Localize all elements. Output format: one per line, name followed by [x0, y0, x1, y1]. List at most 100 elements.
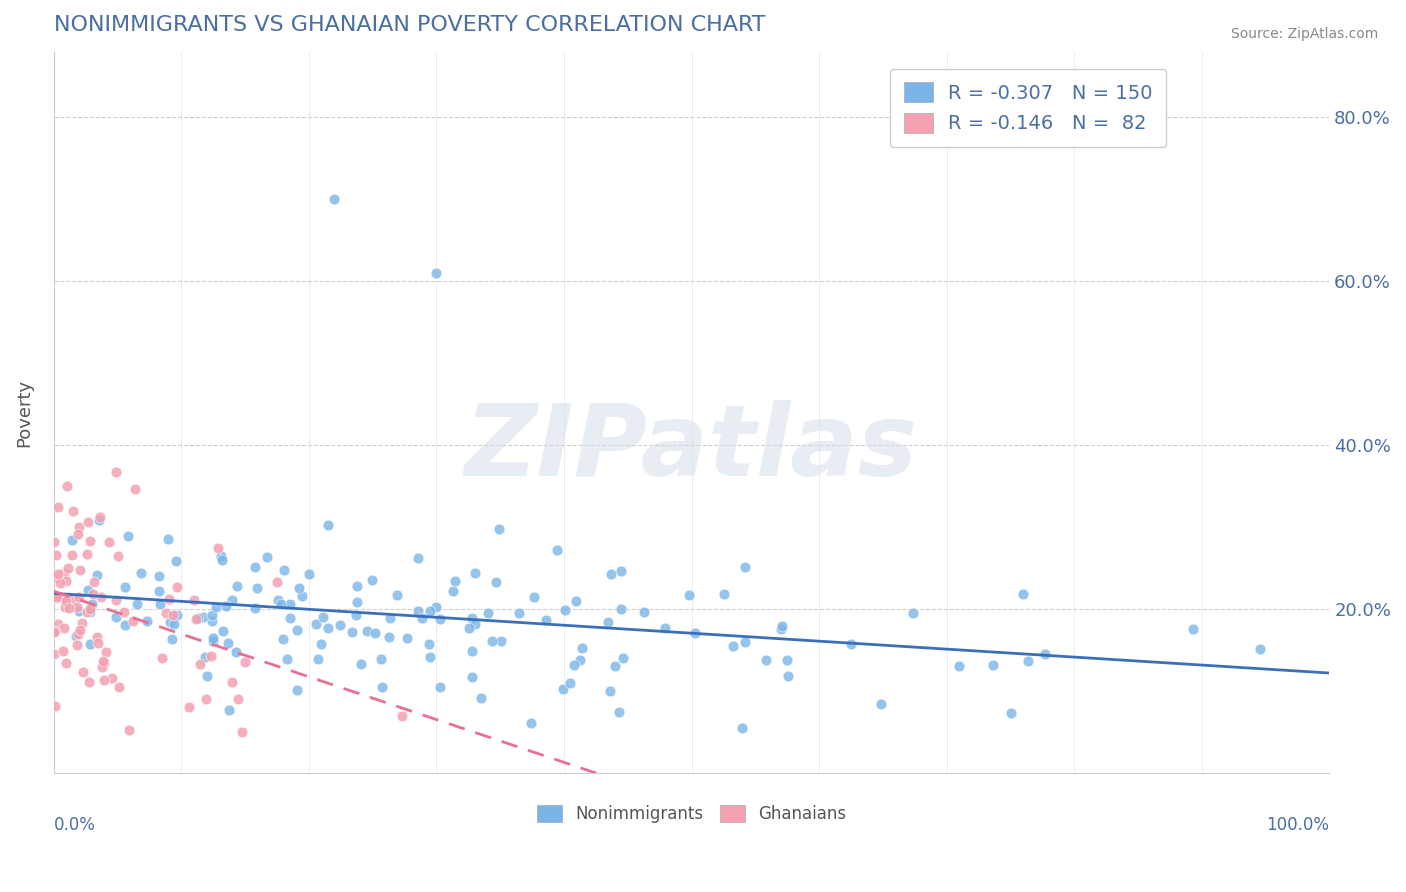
- Point: [117, 528, 139, 542]
- Point: [52, 566, 75, 580]
- Point: [378, 611, 401, 625]
- Point: [48, 566, 70, 581]
- Point: [554, 603, 576, 617]
- Point: [1182, 622, 1205, 636]
- Point: [44, 624, 66, 638]
- Point: [599, 683, 621, 698]
- Point: [508, 606, 530, 620]
- Y-axis label: Poverty: Poverty: [15, 378, 32, 447]
- Point: [177, 700, 200, 714]
- Point: [91, 660, 114, 674]
- Point: [311, 637, 333, 651]
- Point: [678, 589, 700, 603]
- Point: [551, 681, 574, 696]
- Point: [385, 588, 408, 602]
- Point: [346, 595, 368, 609]
- Point: [461, 644, 484, 658]
- Point: [1033, 647, 1056, 661]
- Point: [218, 702, 240, 716]
- Point: [776, 653, 799, 667]
- Point: [201, 614, 224, 628]
- Point: [226, 691, 249, 706]
- Point: [312, 610, 335, 624]
- Point: [148, 569, 170, 583]
- Point: [217, 636, 239, 650]
- Point: [776, 669, 799, 683]
- Point: [159, 615, 181, 630]
- Point: [569, 653, 592, 667]
- Point: [150, 650, 173, 665]
- Point: [378, 630, 401, 644]
- Point: [536, 613, 558, 627]
- Point: [72, 665, 94, 679]
- Point: [685, 626, 707, 640]
- Point: [481, 634, 503, 648]
- Point: [66, 638, 89, 652]
- Point: [356, 624, 378, 639]
- Point: [207, 541, 229, 555]
- Point: [93, 673, 115, 687]
- Point: [256, 549, 278, 564]
- Point: [55, 574, 77, 589]
- Point: [245, 581, 267, 595]
- Point: [734, 560, 756, 574]
- Point: [276, 652, 298, 666]
- Point: [67, 591, 90, 605]
- Point: [55, 599, 77, 614]
- Point: [104, 610, 127, 624]
- Point: [118, 723, 141, 737]
- Point: [458, 621, 481, 635]
- Point: [571, 641, 593, 656]
- Point: [981, 658, 1004, 673]
- Point: [243, 560, 266, 574]
- Point: [129, 566, 152, 581]
- Point: [94, 645, 117, 659]
- Point: [344, 607, 367, 622]
- Point: [157, 532, 180, 546]
- Point: [187, 611, 209, 625]
- Point: [429, 680, 451, 694]
- Point: [346, 579, 368, 593]
- Point: [193, 649, 215, 664]
- Point: [67, 604, 90, 618]
- Text: Source: ZipAtlas.com: Source: ZipAtlas.com: [1230, 27, 1378, 41]
- Point: [329, 617, 352, 632]
- Point: [770, 622, 793, 636]
- Point: [285, 623, 308, 637]
- Point: [165, 554, 187, 568]
- Point: [122, 614, 145, 628]
- Point: [97, 535, 120, 549]
- Point: [231, 725, 253, 739]
- Point: [114, 580, 136, 594]
- Point: [411, 611, 433, 625]
- Point: [1249, 642, 1271, 657]
- Point: [212, 624, 235, 638]
- Point: [461, 611, 484, 625]
- Point: [948, 658, 970, 673]
- Point: [723, 639, 745, 653]
- Point: [429, 612, 451, 626]
- Point: [188, 657, 211, 671]
- Point: [86, 630, 108, 644]
- Point: [226, 579, 249, 593]
- Point: [488, 522, 510, 536]
- Point: [148, 584, 170, 599]
- Point: [194, 691, 217, 706]
- Point: [202, 633, 225, 648]
- Point: [598, 615, 620, 630]
- Point: [419, 604, 441, 618]
- Point: [76, 583, 98, 598]
- Point: [610, 602, 633, 616]
- Point: [46, 500, 69, 514]
- Point: [79, 534, 101, 549]
- Point: [215, 599, 238, 613]
- Point: [195, 668, 218, 682]
- Point: [93, 656, 115, 670]
- Point: [79, 675, 101, 690]
- Point: [477, 606, 499, 620]
- Point: [243, 601, 266, 615]
- Point: [136, 615, 159, 629]
- Point: [162, 608, 184, 623]
- Point: [464, 566, 486, 580]
- Point: [124, 482, 146, 496]
